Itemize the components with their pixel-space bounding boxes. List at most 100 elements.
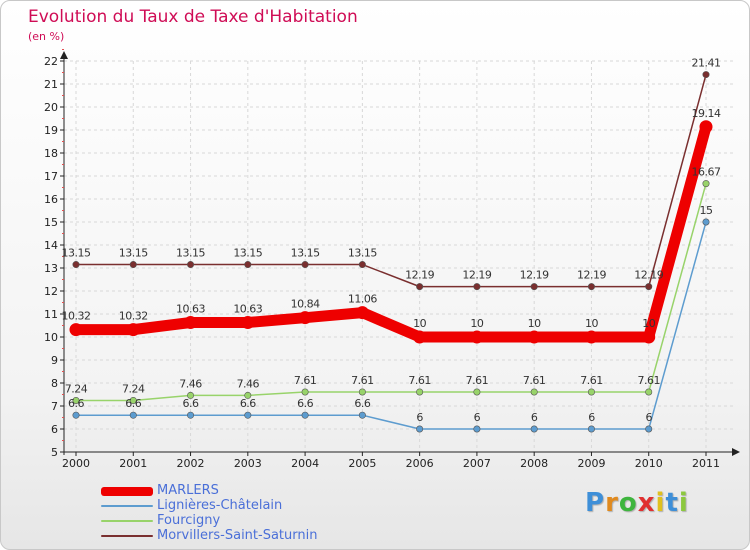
logo-letter: i: [678, 488, 689, 518]
legend-label-morvillers-saint-saturnin: Morvillers-Saint-Saturnin: [157, 528, 318, 543]
data-point: [473, 425, 481, 433]
data-point: [530, 283, 538, 291]
data-point: [301, 261, 309, 269]
data-label: 7.46: [179, 377, 202, 390]
data-point: [184, 316, 198, 330]
data-point: [470, 330, 484, 344]
data-label: 7.61: [523, 374, 546, 387]
data-point: [530, 425, 538, 433]
data-point: [244, 261, 252, 269]
data-label: 10.32: [62, 310, 91, 323]
legend-swatch-marlers: [101, 487, 153, 496]
x-tick-label: 2006: [406, 457, 434, 470]
x-axis-arrow: [732, 448, 740, 456]
y-tick-label: 19: [44, 124, 58, 137]
data-point: [702, 218, 710, 226]
data-label: 7.61: [351, 374, 374, 387]
data-label: 6: [588, 411, 595, 424]
x-tick-label: 2007: [463, 457, 491, 470]
y-axis-arrow: [60, 51, 68, 59]
data-label: 13.15: [119, 247, 148, 260]
y-tick-label: 12: [44, 285, 58, 298]
data-point: [129, 396, 137, 404]
data-point: [473, 283, 481, 291]
legend-label-fourcigny: Fourcigny: [157, 513, 221, 528]
y-tick-label: 16: [44, 193, 58, 206]
data-label: 6.6: [354, 397, 370, 410]
data-point: [699, 120, 713, 134]
x-tick-label: 2001: [119, 457, 147, 470]
data-point: [584, 330, 598, 344]
y-tick-label: 21: [44, 78, 58, 91]
data-point: [69, 323, 83, 337]
proxiti-logo: Proxiti: [585, 488, 689, 518]
logo-letter: P: [585, 488, 606, 518]
data-point: [355, 306, 369, 320]
data-label: 7.61: [408, 374, 431, 387]
x-tick-label: 2003: [234, 457, 262, 470]
data-label: 6: [645, 411, 652, 424]
data-point: [72, 396, 80, 404]
data-label: 10.84: [291, 298, 320, 311]
data-label: 15: [700, 204, 713, 217]
logo-letter: i: [655, 488, 666, 518]
data-point: [645, 388, 653, 396]
data-label: 10.63: [176, 303, 205, 316]
x-tick-label: 2000: [62, 457, 90, 470]
data-label: 13.15: [62, 247, 91, 260]
data-label: 7.24: [65, 382, 88, 395]
legend-label-lignieres-chatelain: Lignières-Châtelain: [157, 498, 283, 513]
data-label: 13.15: [176, 247, 205, 260]
data-point: [187, 391, 195, 399]
data-point: [645, 283, 653, 291]
chart-title: Evolution du Taux de Taxe d'Habitation: [28, 7, 358, 27]
logo-letter: x: [637, 488, 656, 518]
y-tick-label: 13: [44, 262, 58, 275]
data-label: 10.63: [233, 303, 262, 316]
y-tick-label: 18: [44, 147, 58, 160]
legend-label-marlers: MARLERS: [157, 483, 219, 498]
y-tick-label: 15: [44, 216, 58, 229]
series-line-marlers: [70, 121, 712, 343]
data-point: [413, 330, 427, 344]
data-label: 7.46: [237, 377, 260, 390]
data-point: [301, 388, 309, 396]
series-line-morvillers-saint-saturnin: [75, 73, 707, 288]
data-label: 13.15: [348, 247, 377, 260]
data-point: [129, 261, 137, 269]
data-label: 10: [642, 317, 655, 330]
data-label: 10: [528, 317, 541, 330]
x-tick-label: 2005: [348, 457, 376, 470]
series-line-ligni-res-ch-telain: [75, 221, 707, 430]
data-label: 6: [416, 411, 423, 424]
x-tick-label: 2004: [291, 457, 319, 470]
data-label: 10.32: [119, 310, 148, 323]
y-tick-label: 20: [44, 101, 58, 114]
data-point: [416, 388, 424, 396]
logo-letter: t: [665, 488, 679, 518]
data-label: 10: [413, 317, 426, 330]
data-label: 11.06: [348, 293, 377, 306]
series-line-fourcigny: [75, 182, 707, 402]
y-tick-label: 7: [51, 400, 58, 413]
data-label: 12.19: [634, 269, 663, 282]
data-label: 12.19: [577, 269, 606, 282]
data-label: 21.41: [692, 57, 721, 70]
data-label: 7.61: [580, 374, 603, 387]
data-point: [358, 261, 366, 269]
y-tick-label: 9: [51, 354, 58, 367]
data-point: [301, 411, 309, 419]
data-point: [527, 330, 541, 344]
data-point: [187, 411, 195, 419]
data-point: [72, 261, 80, 269]
data-label: 7.61: [294, 374, 317, 387]
y-tick-label: 14: [44, 239, 58, 252]
data-label: 6.6: [183, 397, 199, 410]
data-label: 6.6: [297, 397, 313, 410]
data-label: 6.6: [240, 397, 256, 410]
data-label: 13.15: [233, 247, 262, 260]
y-tick-label: 6: [51, 423, 58, 436]
data-point: [129, 411, 137, 419]
y-tick-label: 5: [51, 446, 58, 459]
